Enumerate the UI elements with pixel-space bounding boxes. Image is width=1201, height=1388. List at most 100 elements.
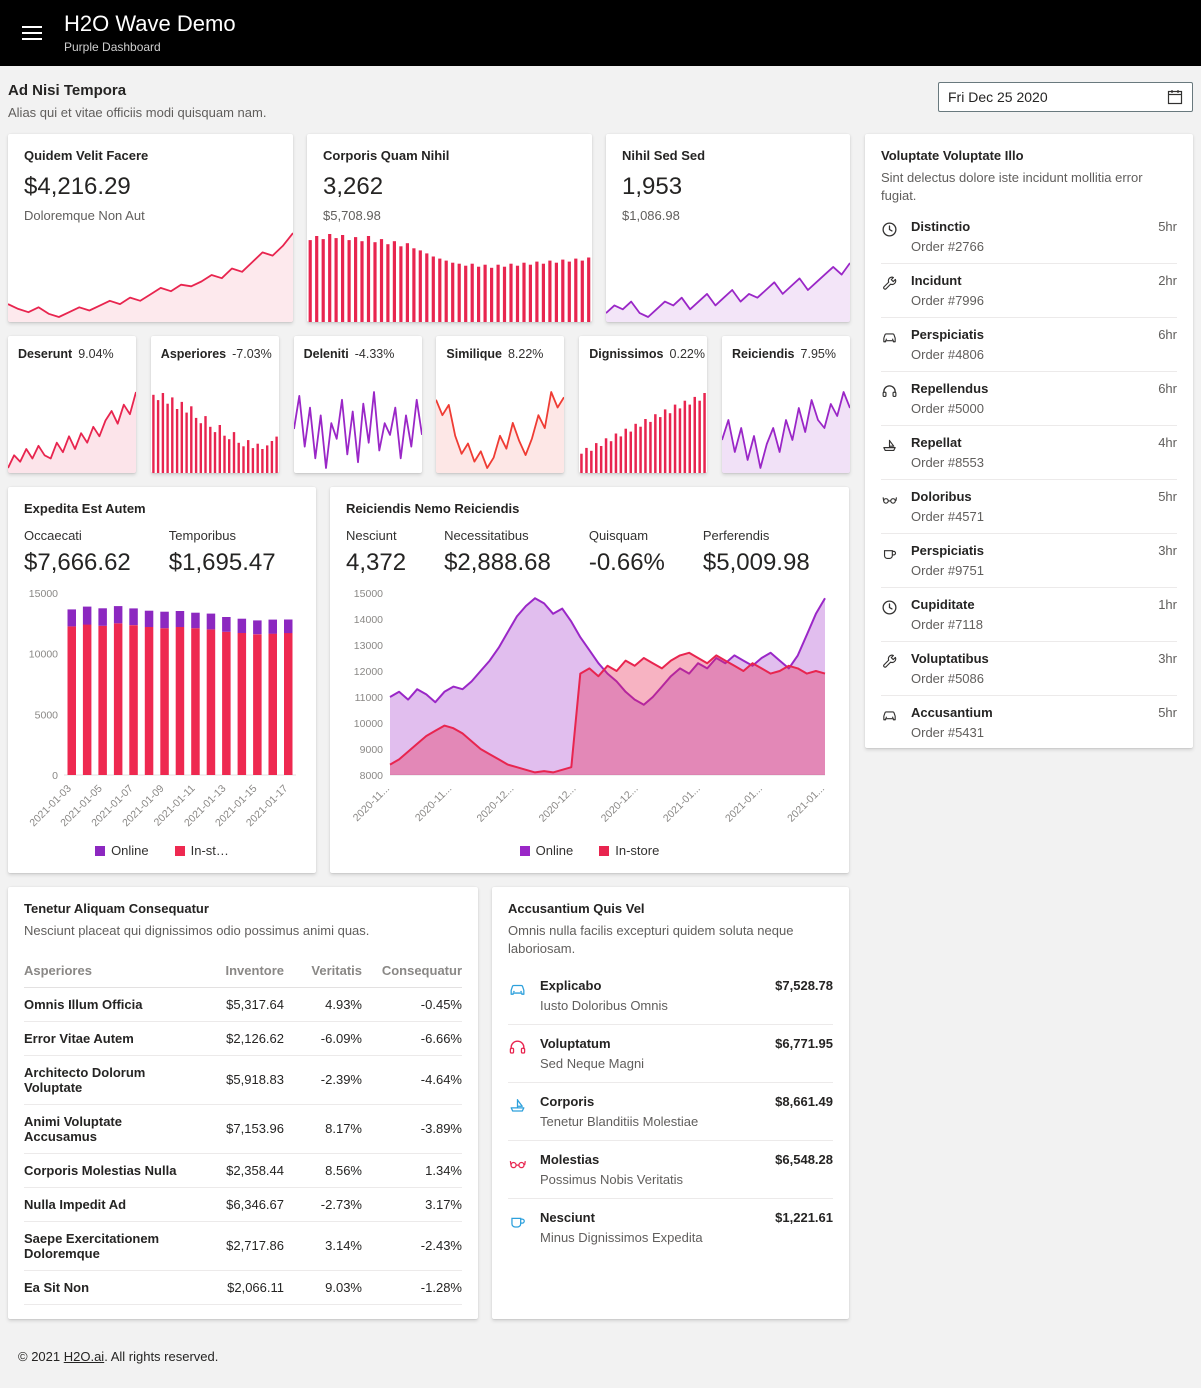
table-cell-consequatur: -2.43% [420, 1238, 462, 1254]
stat-column: Nesciunt 4,372 [346, 528, 406, 577]
stat-label: Occaecati [24, 528, 82, 543]
table-row[interactable]: Error Vitae Autem $2,126.62 -6.09% -6.66… [24, 1022, 462, 1056]
small-card-sparkline [293, 389, 422, 473]
headphones-icon [881, 381, 911, 405]
order-name: Cupiditate [911, 597, 975, 613]
small-card-title: Asperiores [160, 347, 227, 361]
product-subtext: Minus Dignissimos Expedita [540, 1230, 703, 1246]
products-card: Accusantium Quis Vel Omnis nulla facilis… [492, 887, 849, 1319]
table-row[interactable]: Architecto Dolorum Voluptate $5,918.83 -… [24, 1056, 462, 1105]
headphones-icon [508, 1036, 540, 1062]
legend-item: In-store [599, 843, 659, 858]
small-card-value: -7.03% [232, 347, 272, 361]
order-number: Order #5000 [911, 401, 984, 417]
order-number: Order #7118 [911, 617, 984, 633]
table-row[interactable]: Omnis Illum Officia $5,317.64 4.93% -0.4… [24, 988, 462, 1022]
table-row[interactable]: Animi Voluptate Accusamus $7,153.96 8.17… [24, 1105, 462, 1154]
table-cell-name: Omnis Illum Officia [24, 996, 143, 1012]
order-list-item: Perspiciatis Order #4806 6hr [881, 317, 1177, 371]
svg-text:8000: 8000 [360, 770, 384, 782]
table-cell-veritatis: 9.03% [325, 1279, 362, 1295]
table-cell-consequatur: -3.89% [420, 1121, 462, 1137]
table-cell-consequatur: 1.34% [425, 1162, 462, 1178]
svg-text:2020-11...: 2020-11... [413, 783, 454, 824]
table-cell-inventore: $2,126.62 [226, 1030, 284, 1046]
order-time: 3hr [1158, 651, 1177, 667]
svg-text:2021-01...: 2021-01... [723, 783, 765, 825]
stat-card-value: 1,953 [622, 173, 683, 200]
table-cell-inventore: $6,346.67 [226, 1196, 284, 1212]
orders-panel: Voluptate Voluptate Illo Sint delectus d… [865, 134, 1193, 748]
order-name: Voluptatibus [911, 651, 989, 667]
stat-cards-row: Quidem Velit Facere $4,216.29 Doloremque… [8, 134, 850, 322]
small-stat-card: Dignissimos 0.22% [579, 336, 708, 473]
order-name: Perspiciatis [911, 327, 984, 343]
legend-swatch [599, 845, 610, 856]
table-cell-consequatur: -6.66% [420, 1030, 462, 1046]
legend-item: Online [519, 843, 573, 858]
table-row[interactable]: Saepe Exercitationem Doloremque $2,717.8… [24, 1222, 462, 1271]
calendar-icon [1167, 90, 1183, 105]
order-list-item: Distinctio Order #2766 5hr [881, 210, 1177, 263]
order-list-item: Voluptatibus Order #5086 3hr [881, 641, 1177, 695]
reiciendis-card: Reiciendis Nemo Reiciendis Nesciunt 4,37… [330, 487, 849, 873]
small-card-title: Similique [446, 347, 502, 361]
order-list-item: Cupiditate Order #7118 1hr [881, 587, 1177, 641]
legend-item: Online [95, 843, 149, 858]
order-name: Distinctio [911, 219, 971, 235]
table-row[interactable]: Ea Sit Non $2,066.11 9.03% -1.28% [24, 1271, 462, 1305]
orders-subtitle: Sint delectus dolore iste incidunt molli… [881, 170, 1143, 203]
h2o-link[interactable]: H2O.ai [63, 1348, 105, 1364]
product-subtext: Iusto Doloribus Omnis [540, 998, 668, 1014]
area-chart: 8000 9000 10000 11000 12000 13000 14000 15000 20… [346, 585, 833, 841]
footer-suffix: . All rights reserved. [104, 1348, 219, 1364]
legend-item: In-st… [174, 843, 229, 858]
table-column-header[interactable]: Asperiores [24, 962, 92, 978]
order-time: 4hr [1158, 435, 1177, 451]
page-subtitle: Alias qui et vitae officiis modi quisqua… [8, 105, 267, 120]
small-stat-card: Deleniti -4.33% [293, 336, 422, 473]
table-column-header[interactable]: Veritatis [311, 962, 362, 978]
svg-text:10000: 10000 [29, 649, 58, 661]
page-head: Ad Nisi Tempora Alias qui et vitae offic… [8, 82, 1193, 120]
date-picker[interactable]: Fri Dec 25 2020 [938, 82, 1193, 112]
order-number: Order #5086 [911, 671, 984, 687]
table-column-header[interactable]: Consequatur [381, 962, 462, 978]
legend-label: In-st… [190, 843, 229, 858]
table-cell-inventore: $5,918.83 [226, 1072, 284, 1088]
table-row[interactable]: Corporis Molestias Nulla $2,358.44 8.56%… [24, 1154, 462, 1188]
footer-prefix: © 2021 [18, 1348, 64, 1364]
stat-column: Necessitatibus $2,888.68 [444, 528, 551, 577]
wrench-icon [881, 651, 911, 675]
product-price: $6,548.28 [775, 1152, 833, 1168]
small-card-sparkline [8, 389, 136, 473]
small-card-title: Dignissimos [589, 347, 664, 361]
stat-card-title: Corporis Quam Nihil [323, 148, 450, 163]
table-row[interactable]: Nulla Impedit Ad $6,346.67 -2.73% 3.17% [24, 1188, 462, 1222]
order-number: Order #4571 [911, 509, 984, 525]
product-list-item: Voluptatum $6,771.95 Sed Neque Magni [508, 1024, 833, 1082]
legend-swatch [519, 845, 530, 856]
product-subtext: Possimus Nobis Veritatis [540, 1172, 684, 1188]
stat-card-aux: $1,086.98 [622, 208, 680, 223]
cup-icon [508, 1210, 540, 1236]
small-card-sparkline [579, 389, 707, 473]
order-time: 1hr [1158, 597, 1177, 613]
menu-icon[interactable] [18, 22, 46, 44]
table-cell-inventore: $2,066.11 [227, 1279, 284, 1295]
order-number: Order #4806 [911, 347, 984, 363]
product-price: $1,221.61 [775, 1210, 833, 1226]
order-list-item: Doloribus Order #4571 5hr [881, 479, 1177, 533]
table-cell-veritatis: 4.93% [325, 996, 362, 1012]
table-column-header[interactable]: Inventore [225, 962, 284, 978]
clock-icon [881, 597, 911, 621]
svg-text:12000: 12000 [354, 666, 383, 678]
stat-column: Quisquam -0.66% [589, 528, 665, 577]
svg-text:2021-01...: 2021-01... [661, 783, 703, 825]
svg-text:9000: 9000 [360, 744, 384, 756]
stat-column: Perferendis $5,009.98 [703, 528, 810, 577]
svg-text:10000: 10000 [354, 718, 383, 730]
order-name: Doloribus [911, 489, 972, 505]
small-card-sparkline [436, 389, 565, 473]
expedita-card: Expedita Est Autem Occaecati $7,666.62 T… [8, 487, 316, 873]
